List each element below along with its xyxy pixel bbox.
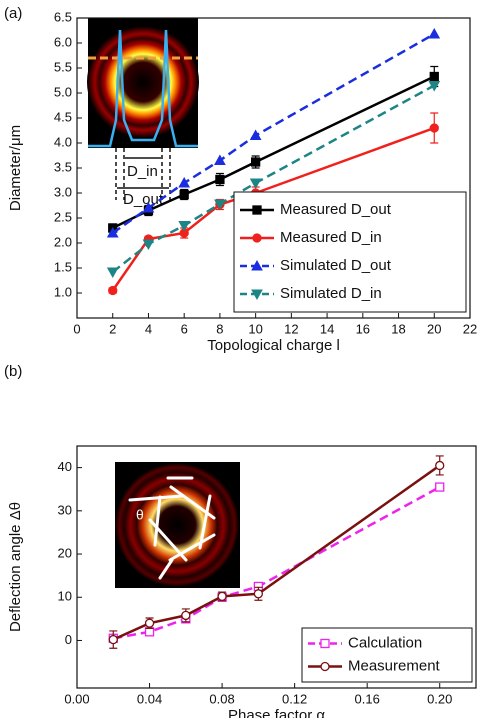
x-tick-label: 0 [73, 321, 80, 336]
marker [249, 129, 262, 140]
x-tick-label: 20 [427, 321, 441, 336]
legend-marker [320, 638, 330, 649]
marker [214, 199, 226, 211]
x-tick-label: 2 [109, 321, 116, 336]
marker [178, 221, 191, 232]
y-tick-label: 4.5 [54, 109, 72, 124]
series-line [112, 464, 441, 641]
marker [429, 123, 439, 133]
marker [435, 460, 445, 471]
y-tick-label: 4.0 [54, 134, 72, 149]
marker [428, 27, 441, 39]
x-tick-label: 0.12 [282, 691, 307, 706]
marker [250, 157, 261, 167]
y-tick-label: 40 [58, 459, 72, 474]
y-tick-label: 0 [65, 632, 72, 647]
legend-label: Measurement [348, 657, 441, 674]
x-tick-label: 18 [391, 321, 405, 336]
x-tick-label: 10 [248, 321, 262, 336]
legend-box [301, 627, 473, 683]
x-tick-label: 16 [356, 321, 370, 336]
x-tick-label: 4 [145, 321, 152, 336]
y-tick-label: 20 [58, 545, 72, 560]
marker [106, 226, 119, 238]
y-tick-label: 6.5 [54, 9, 72, 24]
legend-label: Simulated D_out [280, 257, 392, 274]
y-axis-title: Deflection angle Δθ [7, 502, 24, 632]
panel-label: (b) [4, 363, 22, 380]
annotation: D_in [127, 163, 158, 180]
legend-label: Measured D_out [280, 201, 392, 218]
marker [435, 482, 445, 492]
marker [249, 178, 262, 190]
y-axis-title: Diameter/μm [7, 125, 24, 211]
marker [217, 591, 227, 602]
series-line [113, 485, 441, 640]
marker [429, 71, 439, 82]
legend-marker [251, 289, 263, 301]
marker [144, 627, 155, 637]
y-tick-label: 5.5 [54, 59, 72, 74]
marker [214, 154, 226, 165]
x-tick-label: 14 [320, 321, 334, 336]
x-tick-label: 0.20 [427, 691, 452, 706]
inset-image: D_in D_out [87, 18, 199, 208]
legend-box [233, 191, 467, 313]
y-tick-label: 30 [58, 502, 72, 517]
x-tick-label: 0.00 [64, 691, 89, 706]
y-tick-label: 5.0 [54, 84, 72, 99]
y-tick-label: 2.5 [54, 209, 72, 224]
panel-label: (a) [4, 5, 22, 22]
marker [142, 239, 155, 251]
marker [108, 285, 118, 296]
x-axis-title: Phase factor α [228, 707, 325, 718]
series-line [111, 126, 435, 292]
legend-marker [252, 205, 262, 215]
marker [144, 618, 155, 628]
marker [181, 610, 191, 621]
annotation: θ [136, 507, 144, 523]
marker [108, 634, 118, 645]
x-tick-label: 22 [463, 321, 477, 336]
marker [253, 589, 264, 599]
series-line [112, 32, 435, 235]
marker [215, 174, 225, 185]
y-tick-label: 2.0 [54, 234, 72, 249]
y-tick-label: 3.0 [54, 184, 72, 199]
inset-image: θ [115, 462, 240, 588]
x-axis-title: Topological charge l [207, 337, 340, 354]
plot-frame [76, 445, 477, 689]
legend-label: Measured D_in [280, 229, 382, 246]
x-tick-label: 6 [181, 321, 188, 336]
y-tick-label: 1.5 [54, 259, 72, 274]
legend-marker [251, 259, 263, 271]
x-tick-label: 0.16 [355, 691, 380, 706]
legend-marker [320, 661, 330, 672]
x-tick-label: 0.04 [137, 691, 162, 706]
legend-label: Simulated D_in [280, 285, 382, 302]
x-tick-label: 0.08 [209, 691, 234, 706]
x-tick-label: 12 [284, 321, 298, 336]
legend-label: Calculation [348, 634, 422, 651]
series-line [111, 84, 435, 273]
y-tick-label: 10 [58, 589, 72, 604]
y-tick-label: 6.0 [54, 34, 72, 49]
marker [428, 81, 441, 92]
marker [142, 201, 155, 213]
y-tick-label: 1.0 [54, 284, 72, 299]
y-tick-label: 3.5 [54, 159, 72, 174]
marker [178, 176, 191, 188]
marker [106, 267, 119, 279]
marker [179, 189, 189, 200]
x-tick-label: 8 [216, 321, 223, 336]
legend-marker [252, 233, 262, 243]
